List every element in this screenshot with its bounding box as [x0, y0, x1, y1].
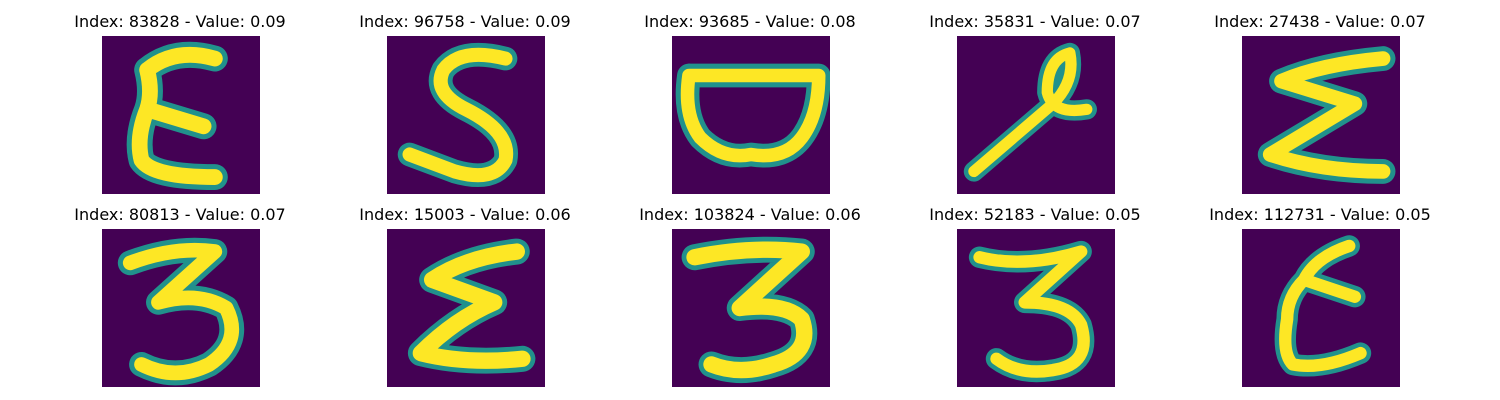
panel-2: Index: 96758 - Value: 0.09 — [315, 12, 615, 202]
panel-title: Index: 83828 - Value: 0.09 — [74, 12, 286, 31]
panel-title: Index: 80813 - Value: 0.07 — [74, 205, 286, 224]
panel-title: Index: 35831 - Value: 0.07 — [929, 12, 1141, 31]
e-shape-glyph-image — [102, 36, 260, 194]
panel-title: Index: 15003 - Value: 0.06 — [359, 205, 571, 224]
panel-9: Index: 52183 - Value: 0.05 — [885, 205, 1185, 395]
panel-title: Index: 93685 - Value: 0.08 — [644, 12, 856, 31]
bowl-shape-glyph-image — [672, 36, 830, 194]
panel-7: Index: 15003 - Value: 0.06 — [315, 205, 615, 395]
panel-10: Index: 112731 - Value: 0.05 — [1170, 205, 1470, 395]
panel-3: Index: 93685 - Value: 0.08 — [600, 12, 900, 202]
panel-4: Index: 35831 - Value: 0.07 — [885, 12, 1185, 202]
panel-title: Index: 52183 - Value: 0.05 — [929, 205, 1141, 224]
s-shape-glyph-image — [387, 36, 545, 194]
panel-1: Index: 83828 - Value: 0.09 — [30, 12, 330, 202]
3-shape-glyph-image — [102, 229, 260, 387]
panel-5: Index: 27438 - Value: 0.07 — [1170, 12, 1470, 202]
panel-title: Index: 27438 - Value: 0.07 — [1214, 12, 1426, 31]
panel-title: Index: 96758 - Value: 0.09 — [359, 12, 571, 31]
panel-title: Index: 112731 - Value: 0.05 — [1209, 205, 1431, 224]
e-shape-glyph-image — [1242, 229, 1400, 387]
panel-title: Index: 103824 - Value: 0.06 — [639, 205, 861, 224]
looped-stroke-glyph-image — [957, 36, 1115, 194]
sigma-shape-glyph-image — [1242, 36, 1400, 194]
3-shape-glyph-image — [957, 229, 1115, 387]
panel-6: Index: 80813 - Value: 0.07 — [30, 205, 330, 395]
3-shape-glyph-image — [672, 229, 830, 387]
panel-8: Index: 103824 - Value: 0.06 — [600, 205, 900, 395]
sigma-shape-glyph-image — [387, 229, 545, 387]
